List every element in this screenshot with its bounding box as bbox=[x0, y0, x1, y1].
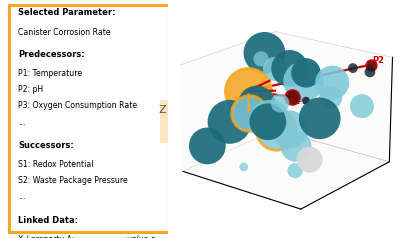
Text: Selected Parameter:: Selected Parameter: bbox=[18, 8, 116, 17]
Text: S1: Redox Potential: S1: Redox Potential bbox=[18, 160, 94, 169]
Text: S2: Waste Package Pressure: S2: Waste Package Pressure bbox=[18, 176, 128, 185]
Text: P3: Oxygen Consumption Rate: P3: Oxygen Consumption Rate bbox=[18, 101, 137, 110]
Text: Predecessors:: Predecessors: bbox=[18, 50, 85, 60]
Text: Linked Data:: Linked Data: bbox=[18, 216, 78, 225]
Text: P1: Temperature: P1: Temperature bbox=[18, 69, 82, 78]
Text: Canister Corrosion Rate: Canister Corrosion Rate bbox=[18, 28, 111, 37]
Text: Successors:: Successors: bbox=[18, 141, 74, 150]
Text: ...: ... bbox=[18, 192, 26, 201]
Text: X / property A:: X / property A: bbox=[18, 235, 74, 238]
FancyBboxPatch shape bbox=[160, 100, 196, 143]
Text: P2: pH: P2: pH bbox=[18, 85, 43, 94]
Text: Z: Z bbox=[159, 105, 166, 115]
Text: value a: value a bbox=[127, 235, 156, 238]
Text: ...: ... bbox=[18, 118, 26, 127]
